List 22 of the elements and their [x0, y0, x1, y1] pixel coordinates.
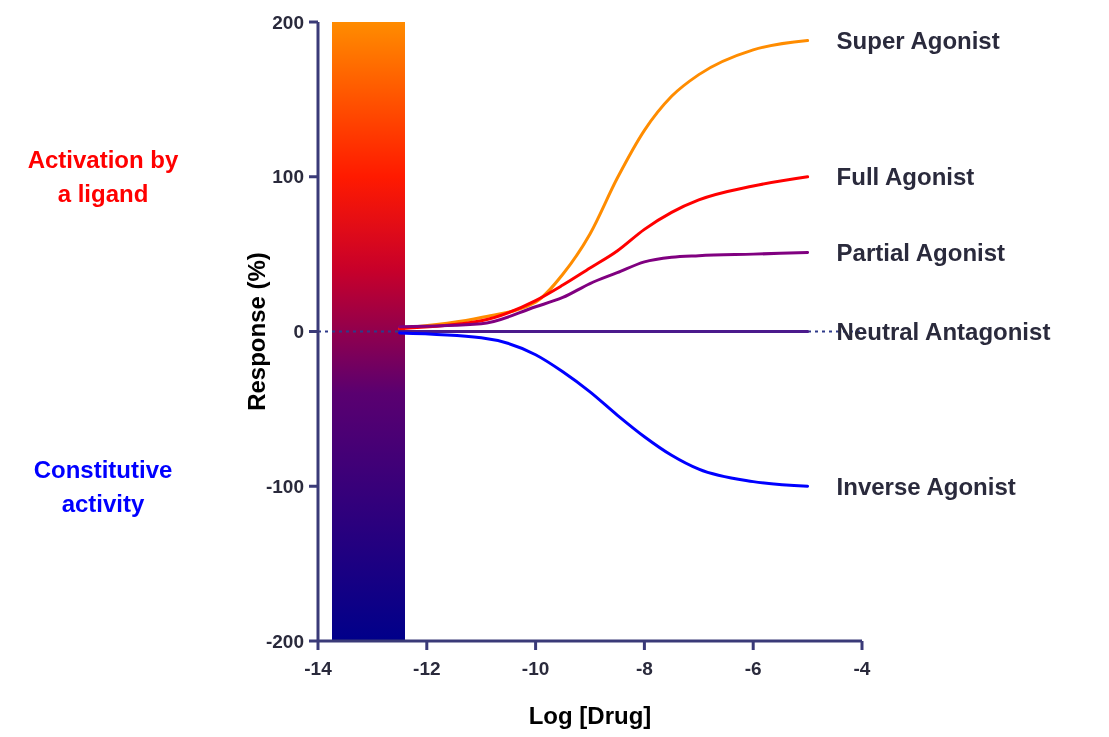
y-tick-label: 200 [272, 11, 304, 33]
x-tick-label: -8 [635, 658, 653, 679]
series-label: Super Agonist [836, 26, 1000, 54]
y-tick-label: 100 [272, 166, 304, 188]
y-tick-label: 0 [293, 321, 304, 343]
series-label: Inverse Agonist [836, 472, 1016, 500]
x-tick-label: -10 [521, 658, 550, 679]
x-tick-label: -4 [853, 658, 871, 679]
y-tick-label: -100 [265, 475, 304, 497]
x-axis-title: Log [Drug] [528, 702, 652, 729]
line-series [398, 331, 810, 488]
y-axis-title: Response (%) [243, 252, 270, 411]
series-label: Neutral Antagonist [836, 317, 1051, 345]
y-tick-label: -200 [265, 630, 304, 652]
text: Constitutive activity [33, 455, 173, 517]
series-label: Partial Agonist [836, 238, 1006, 266]
x-tick-label: -6 [744, 658, 762, 679]
x-tick-label: -14 [304, 658, 333, 679]
series-label: Full Agonist [836, 163, 975, 191]
line-series [398, 251, 810, 329]
x-tick-label: -12 [413, 658, 441, 679]
text: Activation by a ligand [27, 146, 179, 208]
